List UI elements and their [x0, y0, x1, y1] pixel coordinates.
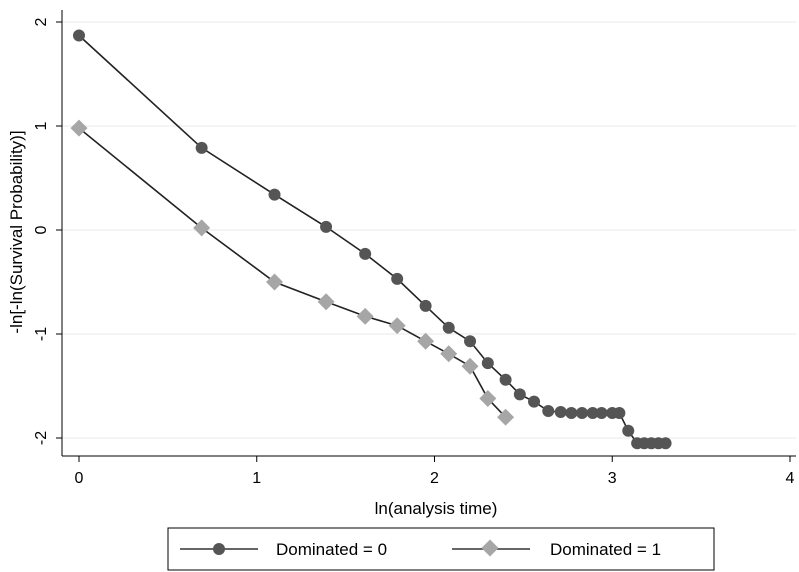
x-tick-label: 4	[786, 470, 795, 487]
y-axis-title: -ln[-ln(Survival Probability)]	[7, 130, 26, 333]
point-dominated-1	[417, 332, 435, 350]
x-ticks: 0 1 2 3 4	[75, 456, 795, 487]
point-dominated-0	[320, 220, 333, 233]
point-dominated-1	[461, 357, 479, 375]
point-dominated-0	[464, 335, 477, 348]
y-tick-label: -2	[33, 431, 50, 445]
x-tick-label: 1	[252, 470, 261, 487]
legend-label-dominated-0: Dominated = 0	[276, 540, 387, 559]
legend: Dominated = 0 Dominated = 1	[167, 527, 715, 571]
legend-marker-dominated-0	[213, 543, 225, 555]
y-tick-label: 1	[33, 121, 50, 130]
point-dominated-0	[442, 321, 455, 334]
point-dominated-0	[542, 404, 555, 417]
point-dominated-1	[440, 345, 458, 363]
point-dominated-1	[497, 408, 515, 426]
point-dominated-1	[70, 119, 88, 137]
x-tick-label: 3	[608, 470, 617, 487]
x-tick-label: 0	[75, 470, 84, 487]
point-dominated-0	[391, 272, 404, 285]
point-dominated-1	[317, 293, 335, 311]
point-dominated-1	[388, 317, 406, 335]
point-dominated-0	[359, 247, 372, 260]
point-dominated-0	[586, 407, 599, 420]
point-dominated-0	[528, 395, 541, 408]
point-dominated-0	[481, 357, 494, 370]
point-dominated-0	[613, 407, 626, 420]
point-dominated-0	[195, 141, 208, 154]
point-dominated-0	[595, 407, 608, 420]
series-markers	[70, 29, 672, 450]
y-ticks: -2 -1 0 1 2	[33, 17, 62, 445]
y-tick-label: 2	[33, 17, 50, 26]
grid	[62, 21, 796, 439]
point-dominated-0	[499, 373, 512, 386]
point-dominated-0	[513, 388, 526, 401]
point-dominated-0	[565, 407, 578, 420]
point-dominated-0	[659, 437, 672, 450]
y-tick-label: -1	[33, 327, 50, 341]
legend-label-dominated-1: Dominated = 1	[550, 540, 661, 559]
point-dominated-1	[266, 273, 284, 291]
axes	[61, 10, 796, 457]
y-tick-label: 0	[33, 225, 50, 234]
point-dominated-0	[419, 299, 432, 312]
point-dominated-0	[73, 29, 85, 42]
point-dominated-0	[576, 407, 589, 420]
point-dominated-1	[356, 307, 374, 325]
point-dominated-0	[554, 406, 567, 418]
point-dominated-0	[622, 424, 635, 437]
point-dominated-0	[268, 188, 281, 201]
legend-marker-dominated-1	[481, 539, 499, 557]
point-dominated-1	[479, 389, 497, 407]
point-dominated-1	[193, 219, 211, 237]
x-axis-title: ln(analysis time)	[375, 499, 498, 518]
legend-box	[167, 527, 715, 571]
x-tick-label: 2	[430, 470, 439, 487]
